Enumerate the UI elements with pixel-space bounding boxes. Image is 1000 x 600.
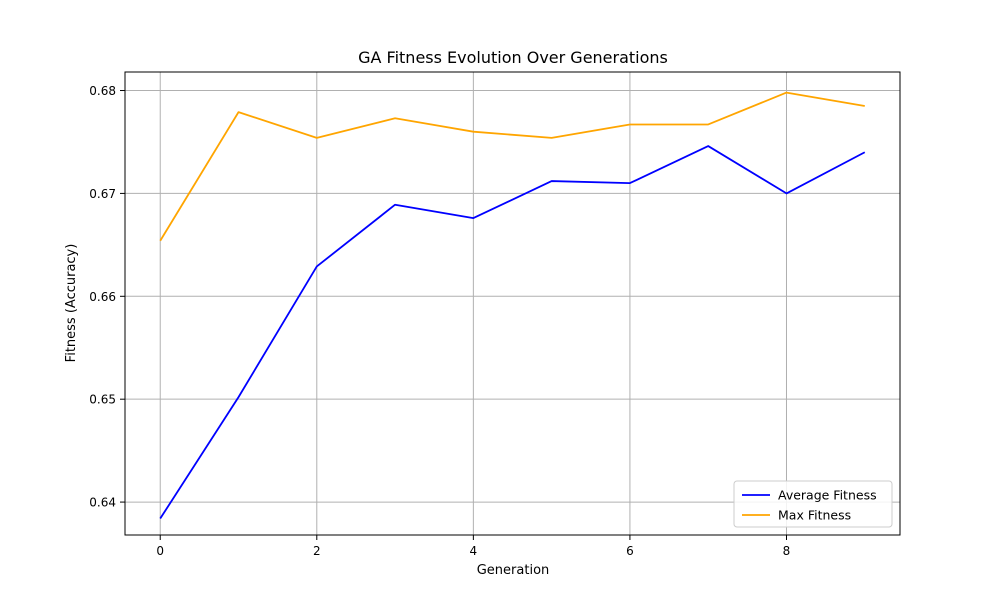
- x-tick-label: 8: [783, 544, 791, 558]
- axis-ticks: 0 2 4 6 8 0.64 0.65 0.66 0.67 0.68: [89, 84, 790, 558]
- x-tick-label: 2: [313, 544, 321, 558]
- plot-frame: [124, 71, 901, 536]
- series-line-average-fitness: [159, 145, 866, 520]
- series-line-max-fitness: [159, 91, 865, 242]
- legend: Average Fitness Max Fitness: [733, 480, 893, 528]
- legend-label-max-fitness: Max Fitness: [778, 508, 851, 523]
- legend-label-average-fitness: Average Fitness: [778, 488, 877, 503]
- y-tick-label: 0.67: [89, 187, 116, 201]
- x-tick-label: 0: [156, 544, 164, 558]
- y-tick-label: 0.68: [89, 84, 116, 98]
- y-tick-label: 0.64: [89, 496, 116, 510]
- chart-title: GA Fitness Evolution Over Generations: [358, 48, 668, 67]
- x-axis-label: Generation: [477, 563, 550, 578]
- x-tick-label: 6: [626, 544, 634, 558]
- y-tick-label: 0.66: [89, 290, 116, 304]
- x-tick-label: 4: [470, 544, 478, 558]
- y-axis-label: Fitness (Accuracy): [64, 244, 79, 363]
- y-tick-label: 0.65: [89, 393, 116, 407]
- grid: [125, 72, 900, 535]
- series-group: [159, 91, 866, 520]
- legend-box: [733, 480, 893, 528]
